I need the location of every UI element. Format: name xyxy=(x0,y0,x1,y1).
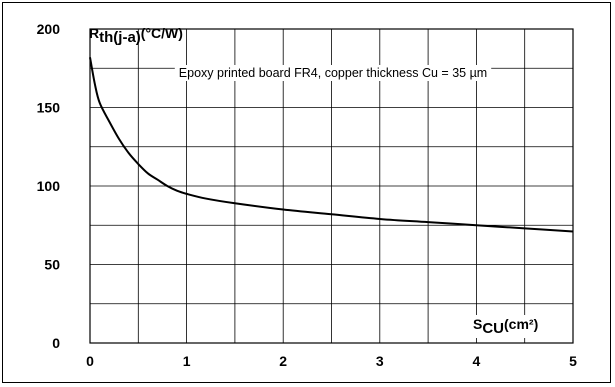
x-tick-label: 0 xyxy=(86,353,94,369)
annotation-background xyxy=(174,65,492,81)
x-axis-label-sub: CU xyxy=(482,320,504,337)
x-tick-label: 4 xyxy=(473,353,481,369)
y-axis-label-main: R xyxy=(89,25,99,41)
y-tick-labels: 0 50 100 150 200 xyxy=(37,21,61,351)
plot-border xyxy=(89,28,574,344)
curve-layer xyxy=(89,57,574,233)
y-tick-label: 0 xyxy=(52,335,60,351)
annotation: Epoxy printed board FR4, copper thicknes… xyxy=(179,66,487,80)
y-axis-label-sub: th(j-a) xyxy=(99,29,141,46)
grid xyxy=(90,29,573,343)
y-tick-label: 100 xyxy=(37,178,61,194)
y-tick-label: 50 xyxy=(44,257,60,273)
x-tick-label: 5 xyxy=(569,353,577,369)
x-tick-label: 3 xyxy=(376,353,384,369)
y-tick-label: 150 xyxy=(37,100,61,116)
y-tick-label: 200 xyxy=(37,21,61,37)
x-axis-label-background xyxy=(470,315,542,338)
x-axis-label: SCU(cm²) xyxy=(473,316,538,337)
thermal-resistance-curve xyxy=(89,57,574,233)
x-axis-label-unit: (cm²) xyxy=(504,316,538,332)
y-axis-label-unit: (°C/W) xyxy=(141,25,183,41)
x-tick-labels: 0 1 2 3 4 5 xyxy=(86,353,577,369)
x-axis-label-main: S xyxy=(473,316,482,332)
x-tick-label: 1 xyxy=(183,353,191,369)
x-tick-label: 2 xyxy=(279,353,287,369)
y-axis-label: Rth(j-a)(°C/W) xyxy=(89,25,183,46)
